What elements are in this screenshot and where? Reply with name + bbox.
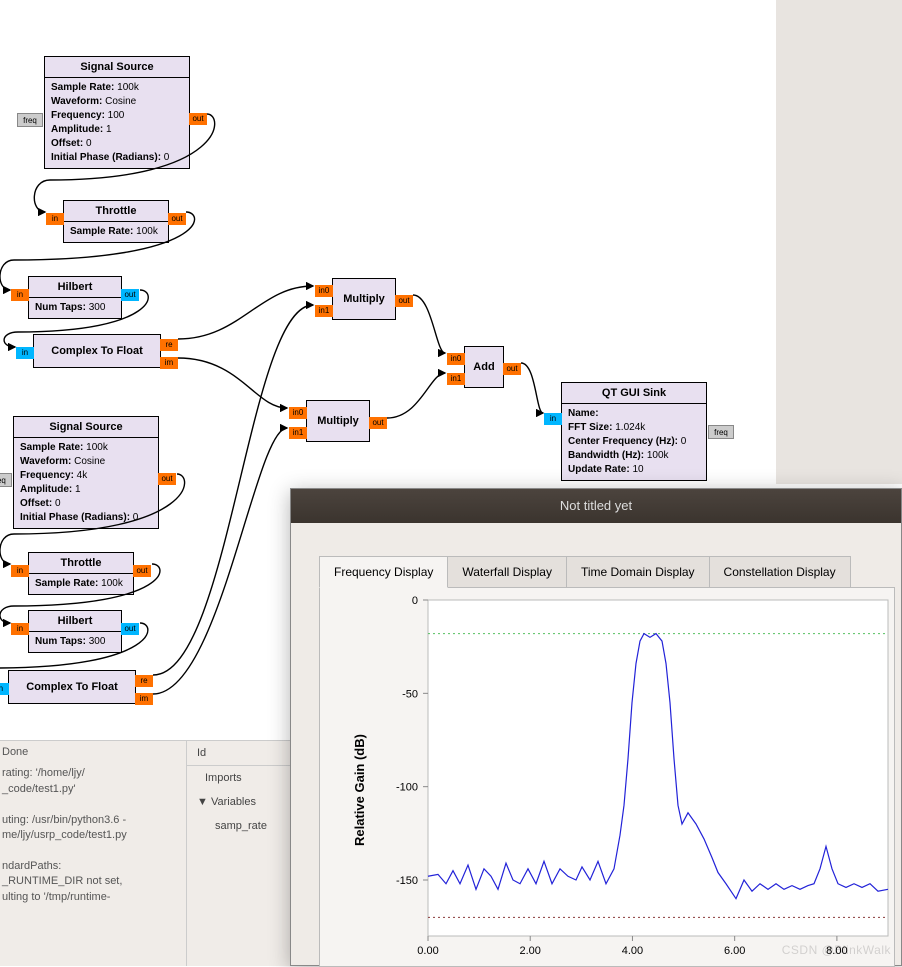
svg-text:4.00: 4.00 bbox=[622, 945, 643, 957]
qt-gui-window[interactable]: Not titled yet Frequency Display Waterfa… bbox=[290, 488, 902, 966]
tab-frequency[interactable]: Frequency Display bbox=[319, 556, 448, 588]
tab-waterfall[interactable]: Waterfall Display bbox=[447, 556, 567, 588]
tab-bar: Frequency Display Waterfall Display Time… bbox=[319, 555, 873, 587]
svg-text:0.00: 0.00 bbox=[417, 945, 438, 957]
svg-text:6.00: 6.00 bbox=[724, 945, 745, 957]
tab-constellation[interactable]: Constellation Display bbox=[709, 556, 851, 588]
console-panel: Done rating: '/home/ljy/_code/test1.py' … bbox=[0, 740, 186, 966]
tab-time-domain[interactable]: Time Domain Display bbox=[566, 556, 710, 588]
window-title: Not titled yet bbox=[291, 489, 901, 523]
svg-text:-100: -100 bbox=[396, 782, 418, 794]
svg-text:0: 0 bbox=[412, 595, 418, 607]
svg-text:-50: -50 bbox=[402, 688, 418, 700]
watermark: CSDN @BlinkWalk bbox=[782, 943, 891, 957]
svg-text:2.00: 2.00 bbox=[520, 945, 541, 957]
frequency-plot: 0-50-100-150 0.002.004.006.008.00 bbox=[340, 594, 900, 964]
svg-text:-150: -150 bbox=[396, 875, 418, 887]
inspector-panel: Id Imports ▼ Variables samp_rate bbox=[186, 740, 306, 966]
